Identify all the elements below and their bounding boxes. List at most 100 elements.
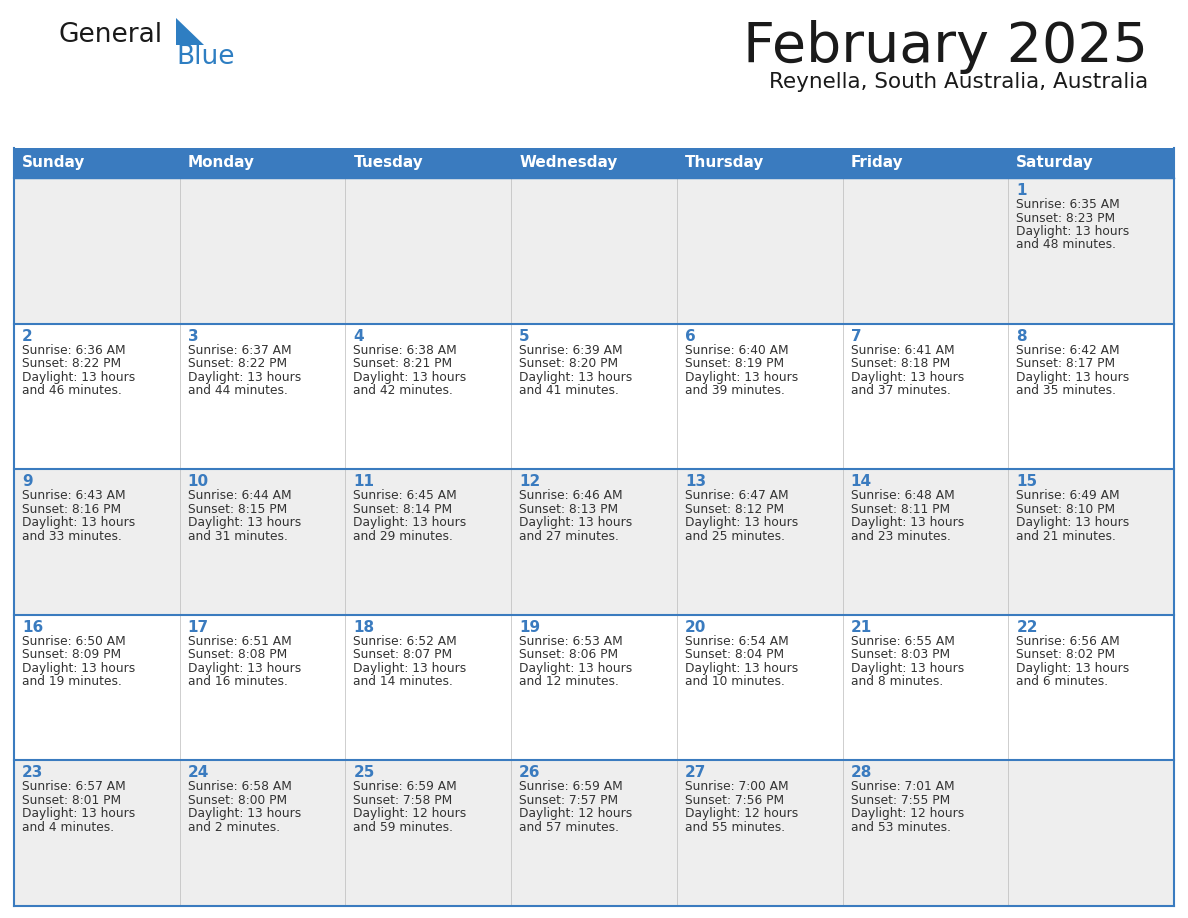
Text: Sunset: 8:23 PM: Sunset: 8:23 PM — [1016, 211, 1116, 225]
Text: and 25 minutes.: and 25 minutes. — [684, 530, 785, 543]
Text: Sunset: 8:10 PM: Sunset: 8:10 PM — [1016, 503, 1116, 516]
Text: 14: 14 — [851, 475, 872, 489]
Bar — [14, 615, 1174, 760]
Text: 23: 23 — [23, 766, 44, 780]
Text: Sunrise: 6:54 AM: Sunrise: 6:54 AM — [684, 635, 789, 648]
Text: 27: 27 — [684, 766, 706, 780]
Text: Sunset: 7:55 PM: Sunset: 7:55 PM — [851, 794, 950, 807]
Text: and 6 minutes.: and 6 minutes. — [1016, 676, 1108, 688]
Text: Daylight: 13 hours: Daylight: 13 hours — [851, 662, 963, 675]
Bar — [14, 469, 1174, 615]
Text: Sunrise: 6:45 AM: Sunrise: 6:45 AM — [353, 489, 457, 502]
Text: 22: 22 — [1016, 620, 1038, 635]
Text: 17: 17 — [188, 620, 209, 635]
Text: Sunrise: 6:49 AM: Sunrise: 6:49 AM — [1016, 489, 1120, 502]
Text: Sunset: 8:12 PM: Sunset: 8:12 PM — [684, 503, 784, 516]
Text: and 21 minutes.: and 21 minutes. — [1016, 530, 1117, 543]
Text: Daylight: 13 hours: Daylight: 13 hours — [684, 516, 798, 529]
Text: and 27 minutes.: and 27 minutes. — [519, 530, 619, 543]
Text: Sunrise: 7:01 AM: Sunrise: 7:01 AM — [851, 780, 954, 793]
Text: and 41 minutes.: and 41 minutes. — [519, 384, 619, 397]
Text: Sunset: 7:58 PM: Sunset: 7:58 PM — [353, 794, 453, 807]
Text: and 48 minutes.: and 48 minutes. — [1016, 239, 1117, 252]
Text: Sunset: 8:09 PM: Sunset: 8:09 PM — [23, 648, 121, 661]
Text: Sunrise: 6:51 AM: Sunrise: 6:51 AM — [188, 635, 291, 648]
Text: Sunset: 8:03 PM: Sunset: 8:03 PM — [851, 648, 949, 661]
Text: Daylight: 13 hours: Daylight: 13 hours — [23, 662, 135, 675]
Text: Sunset: 8:11 PM: Sunset: 8:11 PM — [851, 503, 949, 516]
Text: Sunset: 8:14 PM: Sunset: 8:14 PM — [353, 503, 453, 516]
Text: Daylight: 13 hours: Daylight: 13 hours — [1016, 225, 1130, 238]
Text: Sunrise: 7:00 AM: Sunrise: 7:00 AM — [684, 780, 789, 793]
Text: Daylight: 12 hours: Daylight: 12 hours — [519, 808, 632, 821]
Text: Tuesday: Tuesday — [353, 155, 423, 171]
Bar — [14, 148, 1174, 178]
Text: 9: 9 — [23, 475, 32, 489]
Text: and 14 minutes.: and 14 minutes. — [353, 676, 454, 688]
Text: Sunset: 8:06 PM: Sunset: 8:06 PM — [519, 648, 618, 661]
Text: 19: 19 — [519, 620, 541, 635]
Text: 28: 28 — [851, 766, 872, 780]
Text: Daylight: 13 hours: Daylight: 13 hours — [519, 371, 632, 384]
Text: Sunrise: 6:43 AM: Sunrise: 6:43 AM — [23, 489, 126, 502]
Polygon shape — [176, 18, 204, 45]
Text: and 10 minutes.: and 10 minutes. — [684, 676, 785, 688]
Text: Monday: Monday — [188, 155, 254, 171]
Text: 7: 7 — [851, 329, 861, 343]
Text: and 46 minutes.: and 46 minutes. — [23, 384, 122, 397]
Text: Daylight: 13 hours: Daylight: 13 hours — [684, 662, 798, 675]
Text: Sunset: 8:21 PM: Sunset: 8:21 PM — [353, 357, 453, 370]
Text: 26: 26 — [519, 766, 541, 780]
Text: Sunrise: 6:48 AM: Sunrise: 6:48 AM — [851, 489, 954, 502]
Text: Sunset: 8:20 PM: Sunset: 8:20 PM — [519, 357, 618, 370]
Text: Sunrise: 6:36 AM: Sunrise: 6:36 AM — [23, 343, 126, 356]
Text: Sunset: 8:07 PM: Sunset: 8:07 PM — [353, 648, 453, 661]
Text: Daylight: 13 hours: Daylight: 13 hours — [851, 371, 963, 384]
Text: Sunrise: 6:59 AM: Sunrise: 6:59 AM — [353, 780, 457, 793]
Text: General: General — [58, 22, 162, 48]
Text: 24: 24 — [188, 766, 209, 780]
Text: 15: 15 — [1016, 475, 1037, 489]
Text: Daylight: 13 hours: Daylight: 13 hours — [1016, 371, 1130, 384]
Text: Sunday: Sunday — [23, 155, 86, 171]
Text: Sunrise: 6:52 AM: Sunrise: 6:52 AM — [353, 635, 457, 648]
Text: and 2 minutes.: and 2 minutes. — [188, 821, 280, 834]
Bar — [14, 324, 1174, 469]
Text: Daylight: 13 hours: Daylight: 13 hours — [23, 808, 135, 821]
Text: 25: 25 — [353, 766, 374, 780]
Text: Sunset: 8:16 PM: Sunset: 8:16 PM — [23, 503, 121, 516]
Text: 5: 5 — [519, 329, 530, 343]
Text: and 39 minutes.: and 39 minutes. — [684, 384, 785, 397]
Text: Sunset: 7:56 PM: Sunset: 7:56 PM — [684, 794, 784, 807]
Text: Sunset: 8:18 PM: Sunset: 8:18 PM — [851, 357, 950, 370]
Text: and 44 minutes.: and 44 minutes. — [188, 384, 287, 397]
Text: Daylight: 13 hours: Daylight: 13 hours — [23, 516, 135, 529]
Text: Sunrise: 6:58 AM: Sunrise: 6:58 AM — [188, 780, 291, 793]
Text: 18: 18 — [353, 620, 374, 635]
Text: Daylight: 13 hours: Daylight: 13 hours — [1016, 516, 1130, 529]
Text: 3: 3 — [188, 329, 198, 343]
Text: and 16 minutes.: and 16 minutes. — [188, 676, 287, 688]
Text: Sunrise: 6:40 AM: Sunrise: 6:40 AM — [684, 343, 789, 356]
Text: Daylight: 13 hours: Daylight: 13 hours — [188, 516, 301, 529]
Text: Sunset: 8:00 PM: Sunset: 8:00 PM — [188, 794, 286, 807]
Text: and 12 minutes.: and 12 minutes. — [519, 676, 619, 688]
Text: 2: 2 — [23, 329, 33, 343]
Text: 13: 13 — [684, 475, 706, 489]
Text: Daylight: 13 hours: Daylight: 13 hours — [519, 516, 632, 529]
Text: Sunrise: 6:35 AM: Sunrise: 6:35 AM — [1016, 198, 1120, 211]
Text: Daylight: 13 hours: Daylight: 13 hours — [188, 662, 301, 675]
Text: Sunset: 8:19 PM: Sunset: 8:19 PM — [684, 357, 784, 370]
Text: Sunrise: 6:42 AM: Sunrise: 6:42 AM — [1016, 343, 1120, 356]
Text: and 8 minutes.: and 8 minutes. — [851, 676, 943, 688]
Text: Sunrise: 6:47 AM: Sunrise: 6:47 AM — [684, 489, 789, 502]
Text: 11: 11 — [353, 475, 374, 489]
Text: Thursday: Thursday — [684, 155, 764, 171]
Text: 20: 20 — [684, 620, 706, 635]
Text: and 23 minutes.: and 23 minutes. — [851, 530, 950, 543]
Text: Daylight: 13 hours: Daylight: 13 hours — [1016, 662, 1130, 675]
Text: 8: 8 — [1016, 329, 1026, 343]
Text: Sunrise: 6:44 AM: Sunrise: 6:44 AM — [188, 489, 291, 502]
Text: and 42 minutes.: and 42 minutes. — [353, 384, 454, 397]
Text: Sunset: 8:08 PM: Sunset: 8:08 PM — [188, 648, 287, 661]
